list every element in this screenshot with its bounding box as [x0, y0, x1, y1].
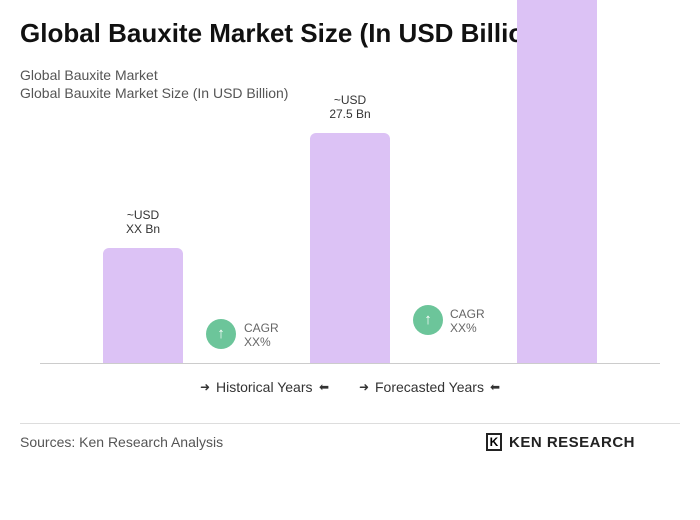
legend-entry: Historical Years	[216, 379, 313, 395]
bar	[103, 248, 183, 363]
bar	[517, 0, 597, 363]
divider	[20, 423, 680, 424]
legend-arrow: ⬅	[490, 380, 501, 394]
value-label: ~USD XX Bn	[125, 208, 161, 237]
bar	[310, 133, 390, 363]
value-label: ~USD 27.5 Bn	[329, 93, 371, 122]
legend-entry: Forecasted Years	[375, 379, 484, 395]
baseline	[40, 363, 660, 364]
legend-arrow: ➜	[200, 380, 211, 394]
cagr-icon: ↑	[413, 305, 443, 335]
cagr-icon: ↑	[206, 319, 236, 349]
legend-arrow: ➜	[359, 380, 370, 394]
source: Sources: Ken Research Analysis	[20, 434, 224, 450]
cagr-label: CAGR XX%	[450, 307, 485, 335]
logo-text: KEN RESEARCH	[509, 434, 636, 451]
cagr-label: CAGR XX%	[244, 321, 279, 349]
legend-arrow: ⬅	[319, 380, 330, 394]
logo-icon: K	[486, 433, 502, 451]
subtitle: Global Bauxite Market Size (In USD Billi…	[20, 85, 289, 101]
subtitle: Global Bauxite Market	[20, 67, 158, 83]
chart-title: Global Bauxite Market Size (In USD Billi…	[20, 18, 549, 48]
